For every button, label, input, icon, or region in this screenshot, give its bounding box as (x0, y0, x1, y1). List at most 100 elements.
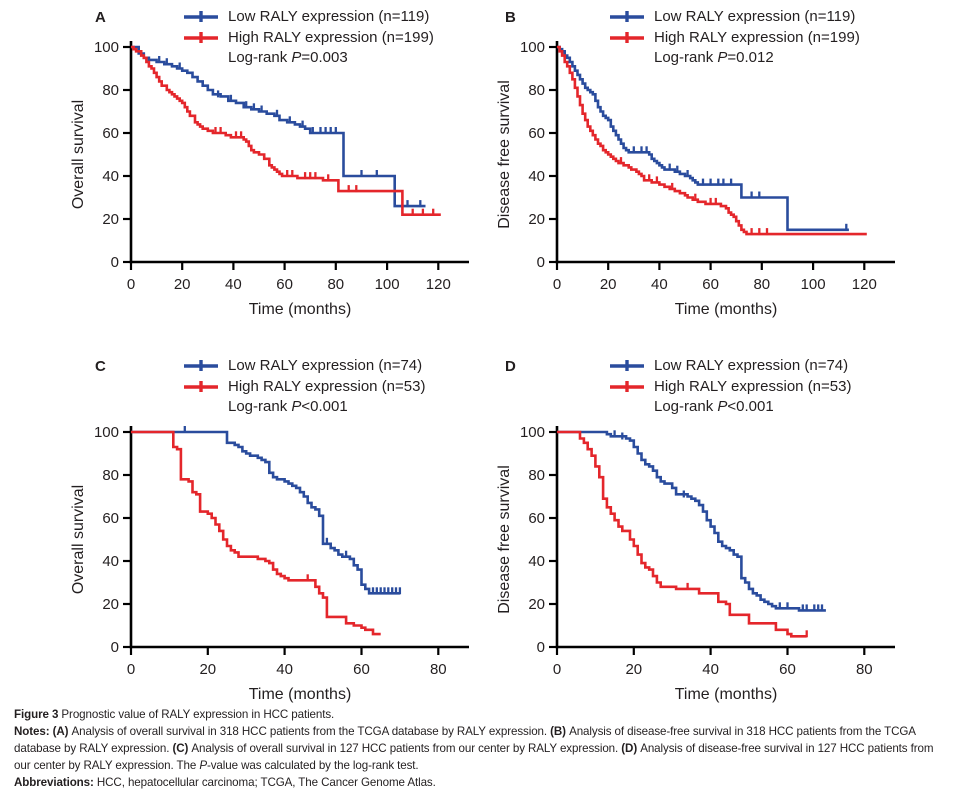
legend-A: Low RALY expression (n=119) High RALY ex… (183, 8, 434, 70)
y-tick-label: 60 (102, 510, 119, 527)
legend-D: Low RALY expression (n=74) High RALY exp… (609, 357, 851, 419)
y-tick-label: 60 (528, 125, 545, 142)
y-tick-label: 0 (537, 254, 545, 271)
logrank-text: Log-rank P=0.003 (228, 49, 348, 66)
panel-D: D Low RALY expression (n=74) High RALY e… (481, 352, 951, 703)
y-tick-label: 100 (94, 39, 119, 56)
x-tick-label: 0 (127, 276, 135, 293)
x-tick-label: 40 (651, 276, 668, 293)
caption-segment: (C) (172, 742, 192, 755)
panel-B: B Low RALY expression (n=119) High RALY … (481, 3, 951, 351)
x-tick-label: 20 (600, 276, 617, 293)
x-axis-title: Time (months) (675, 686, 778, 703)
legend-label-high: High RALY expression (n=53) (654, 378, 852, 395)
km-high-marker-icon (184, 32, 218, 43)
km-plot-B: 0 20 40 60 80 100 0 20 40 60 80 100 120 Time (months)… (496, 39, 895, 318)
x-tick-label: 80 (856, 661, 873, 678)
x-tick-label: 20 (625, 661, 642, 678)
y-tick-label: 40 (102, 168, 119, 185)
legend-item-high: High RALY expression (n=53) (183, 378, 425, 395)
y-tick-label: 40 (528, 168, 545, 185)
caption-segment: Figure 3 (14, 708, 62, 721)
legend-label-high: High RALY expression (n=199) (654, 29, 860, 46)
x-axis-title: Time (months) (249, 686, 352, 703)
km-curve-high (557, 45, 867, 236)
km-curve-high (131, 430, 381, 636)
km-low-marker-icon (184, 360, 218, 371)
km-curve-low (131, 45, 426, 208)
logrank-text: Log-rank P<0.001 (228, 398, 348, 415)
logrank-text: Log-rank P<0.001 (654, 398, 774, 415)
y-tick-label: 40 (102, 553, 119, 570)
x-tick-label: 20 (174, 276, 191, 293)
y-tick-label: 40 (528, 553, 545, 570)
km-curve-low (557, 430, 826, 612)
caption-segment: P (199, 759, 207, 772)
x-tick-label: 0 (127, 661, 135, 678)
legend-item-low: Low RALY expression (n=74) (609, 357, 851, 374)
y-tick-label: 100 (94, 424, 119, 441)
caption-segment: Prognostic value of RALY expression in H… (61, 708, 335, 721)
caption-segment: (B) (550, 725, 570, 738)
x-tick-label: 40 (225, 276, 242, 293)
km-curve-low (557, 45, 849, 232)
figure-caption: Figure 3 Prognostic value of RALY expres… (14, 706, 952, 791)
logrank-text: Log-rank P=0.012 (654, 49, 774, 66)
km-high-marker-icon (184, 381, 218, 392)
y-axis-title: Overall survival (70, 485, 87, 594)
y-tick-label: 0 (537, 639, 545, 656)
legend-label-high: High RALY expression (n=53) (228, 378, 426, 395)
legend-item-high: High RALY expression (n=199) (609, 29, 860, 46)
x-tick-label: 60 (702, 276, 719, 293)
x-tick-label: 80 (430, 661, 447, 678)
x-tick-label: 60 (353, 661, 370, 678)
panel-label-D: D (505, 358, 516, 375)
legend-label-low: Low RALY expression (n=119) (228, 8, 430, 25)
y-tick-label: 80 (102, 82, 119, 99)
y-tick-label: 0 (111, 639, 119, 656)
x-tick-label: 20 (199, 661, 216, 678)
y-tick-label: 60 (528, 510, 545, 527)
x-tick-label: 60 (276, 276, 293, 293)
x-tick-label: 80 (327, 276, 344, 293)
y-tick-label: 20 (528, 211, 545, 228)
legend-C: Low RALY expression (n=74) High RALY exp… (183, 357, 425, 419)
km-low-marker-icon (184, 11, 218, 22)
legend-item-high: High RALY expression (n=53) (609, 378, 851, 395)
y-axis-title: Disease free survival (496, 80, 513, 229)
caption-segment: Analysis of disease-free survival in 318… (14, 725, 916, 755)
y-tick-label: 100 (520, 424, 545, 441)
x-axis-title: Time (months) (249, 301, 352, 318)
x-axis-title: Time (months) (675, 301, 778, 318)
x-tick-label: 80 (753, 276, 770, 293)
caption-segment: (A) (52, 725, 72, 738)
panel-A: A Low RALY expression (n=119) High RALY … (55, 3, 525, 351)
y-tick-label: 20 (102, 596, 119, 613)
legend-item-low: Low RALY expression (n=74) (183, 357, 425, 374)
y-tick-label: 100 (520, 39, 545, 56)
y-tick-label: 0 (111, 254, 119, 271)
km-low-marker-icon (610, 11, 644, 22)
legend-B: Low RALY expression (n=119) High RALY ex… (609, 8, 860, 70)
km-curve-high (131, 45, 441, 216)
panel-label-C: C (95, 358, 106, 375)
legend-label-high: High RALY expression (n=199) (228, 29, 434, 46)
x-tick-label: 100 (375, 276, 400, 293)
caption-abbreviations: Abbreviations: HCC, hepatocellular carci… (14, 774, 952, 791)
x-tick-label: 100 (801, 276, 826, 293)
legend-label-low: Low RALY expression (n=119) (654, 8, 856, 25)
km-plot-A: 0 20 40 60 80 100 0 20 40 60 80 100 120 Time (months)… (70, 39, 469, 318)
x-tick-label: 40 (702, 661, 719, 678)
caption-segment: Analysis of overall survival in 127 HCC … (191, 742, 622, 755)
caption-segment: HCC, hepatocellular carcinoma; TCGA, The… (96, 776, 436, 789)
legend-label-low: Low RALY expression (n=74) (228, 357, 423, 374)
panel-label-B: B (505, 9, 516, 26)
x-tick-label: 60 (779, 661, 796, 678)
x-tick-label: 120 (426, 276, 451, 293)
y-axis-title: Overall survival (70, 100, 87, 209)
caption-segment: Analysis of overall survival in 318 HCC … (71, 725, 551, 738)
x-tick-label: 120 (852, 276, 877, 293)
caption-segment: Analysis of disease-free survival in 127… (14, 742, 934, 772)
legend-item-low: Low RALY expression (n=119) (183, 8, 434, 25)
